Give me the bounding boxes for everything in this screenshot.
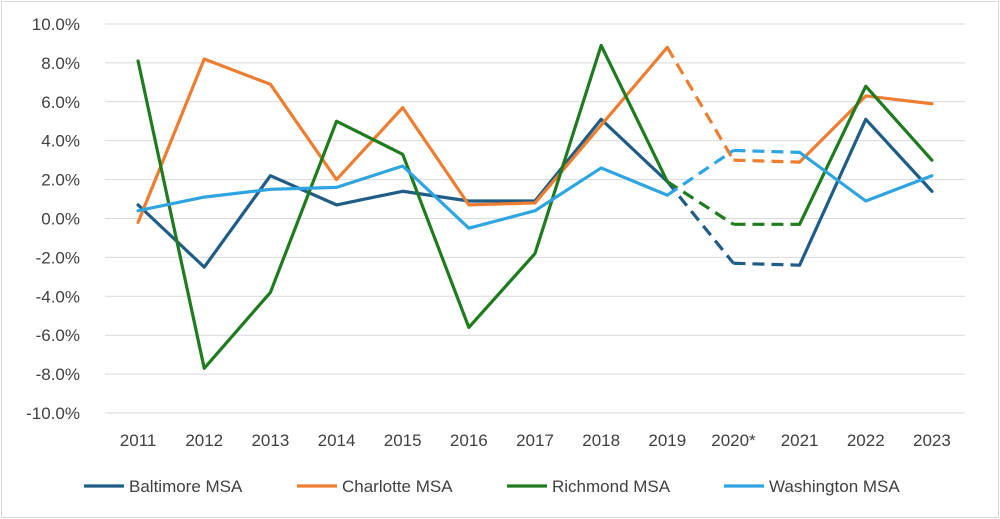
y-tick-label: -10.0% [26,404,80,423]
y-tick-label: 2.0% [41,171,80,190]
series-lines [136,43,934,370]
series-washington-msa [136,148,934,230]
x-axis-ticks: 2011 2012 2013 2014 2015 2016 2017 2018 2019 2020… [120,431,951,450]
series-line-solid [136,117,669,269]
x-tick-label: 2012 [185,431,223,450]
x-tick-label: 2016 [450,431,488,450]
series-line-solid [136,45,669,224]
x-tick-label: 2013 [251,431,289,450]
x-tick-label: 2015 [384,431,422,450]
legend-item: Charlotte MSA [297,477,453,496]
y-tick-label: 8.0% [41,54,80,73]
x-tick-label: 2020* [711,431,756,450]
series-line-dashed [733,261,800,267]
series-line-dashed [666,149,735,197]
x-tick-label: 2019 [648,431,686,450]
series-line-dashed [733,158,800,164]
legend-item: Richmond MSA [507,477,671,496]
y-tick-label: 10.0% [32,15,80,34]
y-tick-label: -8.0% [36,365,80,384]
legend-label: Charlotte MSA [342,477,453,496]
y-tick-label: 4.0% [41,132,80,151]
series-line-dashed [666,180,735,265]
x-tick-label: 2023 [913,431,951,450]
series-line-dashed [665,46,735,161]
legend-item: Baltimore MSA [84,477,243,496]
legend-label: Washington MSA [769,477,900,496]
series-line-dashed [733,148,800,154]
series-charlotte-msa [136,45,934,224]
x-tick-label: 2017 [516,431,554,450]
x-tick-label: 2011 [120,431,157,450]
y-tick-label: -2.0% [36,248,80,267]
x-tick-label: 2022 [847,431,885,450]
series-baltimore-msa [136,117,934,269]
y-tick-label: -6.0% [36,326,80,345]
x-tick-label: 2018 [582,431,620,450]
series-line-solid [798,94,934,164]
x-tick-label: 2014 [318,431,356,450]
legend: Baltimore MSA Charlotte MSA Richmond MSA Wa… [84,477,900,496]
y-axis-ticks: 10.0% 8.0% 6.0% 4.0% 2.0% 0.0% -2.0% -4.0% -6.0%… [26,15,80,423]
legend-label: Baltimore MSA [129,477,243,496]
gridlines [105,23,965,414]
series-line-solid [798,150,934,203]
y-tick-label: -4.0% [36,287,80,306]
series-line-dashed [666,180,735,226]
y-tick-label: 6.0% [41,93,80,112]
legend-item: Washington MSA [724,477,900,496]
series-line-solid [136,43,669,370]
y-tick-label: 0.0% [41,210,80,229]
series-line-solid [136,164,669,230]
series-line-solid [798,84,934,226]
series-line-solid [798,117,934,267]
series-richmond-msa [136,43,934,370]
legend-label: Richmond MSA [552,477,671,496]
x-tick-label: 2021 [781,431,819,450]
